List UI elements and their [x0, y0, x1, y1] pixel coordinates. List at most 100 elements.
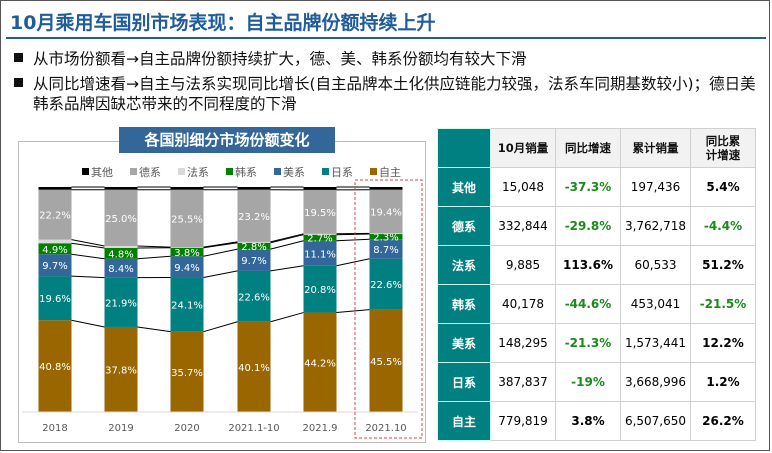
- table-row: 美系 148,295 -21.3% 1,573,441 12.2%: [437, 323, 756, 363]
- bullet-text: 从同比增速看→自主与法系实现同比增长(自主品牌本土化供应链能力较强，法系车同期基…: [33, 75, 756, 113]
- data-label: 11.1%: [304, 249, 336, 260]
- series-connector: [336, 233, 370, 236]
- cell-cum-yoy: -21.5%: [690, 284, 756, 324]
- data-label: 23.2%: [238, 212, 270, 223]
- cell-sales: 148,295: [490, 323, 556, 363]
- bar-segment: [237, 187, 271, 190]
- cell-cum-yoy: 5.4%: [690, 167, 756, 207]
- bar-segment: [369, 234, 403, 240]
- data-label: 2.7%: [307, 234, 332, 245]
- cell-sales: 332,844: [490, 206, 556, 246]
- cell-sales: 15,048: [490, 167, 556, 207]
- data-label: 9.7%: [42, 261, 67, 272]
- data-label: 20.8%: [304, 285, 336, 296]
- data-label: 19.5%: [304, 208, 336, 219]
- x-tick-label: 2021.1-10: [228, 423, 279, 434]
- bar-segment: [369, 258, 403, 310]
- bar-segment: [104, 258, 138, 278]
- series-connector: [203, 242, 238, 249]
- cell-yoy: 113.6%: [555, 245, 621, 285]
- data-label: 2.3%: [373, 233, 398, 244]
- bar-segment: [170, 247, 204, 257]
- bar-segment: [104, 277, 138, 327]
- bar-segment: [237, 241, 271, 243]
- bar-segment: [237, 189, 271, 242]
- cell-cum: 3,762,718: [620, 206, 691, 246]
- cell-cum: 6,507,650: [620, 401, 691, 441]
- data-label: 22.2%: [39, 211, 71, 222]
- data-label: 2.8%: [241, 242, 266, 253]
- x-tick-label: 2018: [42, 423, 67, 434]
- data-label: 4.9%: [42, 245, 67, 256]
- data-label: 19.4%: [370, 208, 402, 219]
- cell-name: 日系: [437, 362, 491, 402]
- bar-segment: [104, 245, 138, 248]
- data-label: 25.0%: [105, 214, 137, 225]
- cell-cum: 60,533: [620, 245, 691, 285]
- cell-name: 法系: [437, 245, 491, 285]
- cell-yoy: -19%: [555, 362, 621, 402]
- bar-segment: [303, 234, 337, 241]
- cell-sales: 779,819: [490, 401, 556, 441]
- bar-segment: [369, 239, 403, 259]
- x-tick-label: 2020: [174, 423, 199, 434]
- series-connector: [137, 255, 171, 260]
- bullet-2: 从同比增速看→自主与法系实现同比增长(自主品牌本土化供应链能力较强，法系车同期基…: [14, 74, 759, 114]
- table-row: 日系 387,837 -19% 3,668,996 1.2%: [437, 362, 756, 402]
- cell-cum-yoy: 51.2%: [690, 245, 756, 285]
- series-connector: [71, 253, 105, 260]
- highlight-box: [354, 179, 423, 439]
- cell-name: 德系: [437, 206, 491, 246]
- legend-label: 法系: [187, 165, 209, 179]
- data-label: 9.4%: [174, 263, 199, 274]
- data-label: 19.6%: [39, 294, 71, 305]
- stacked-bar-chart: 40.8% 37.8% 35.7% 40.1% 44.2% 45.5% 19.6% 21.9%…: [22, 165, 423, 439]
- legend-label: 韩系: [235, 165, 257, 179]
- series-connector: [203, 248, 238, 257]
- bar-segment: [170, 256, 204, 278]
- bar-segment: [170, 187, 204, 190]
- data-label: 40.1%: [238, 363, 270, 374]
- data-label: 44.2%: [304, 358, 336, 369]
- legend-swatch: [178, 168, 185, 175]
- data-label: 4.8%: [108, 249, 133, 260]
- data-label: 25.5%: [171, 214, 203, 225]
- data-label: 8.7%: [373, 245, 398, 256]
- bar-segment: [104, 187, 138, 190]
- bar-segment: [38, 189, 72, 240]
- title-underline: [6, 37, 766, 39]
- cell-cum-yoy: 1.2%: [690, 362, 756, 402]
- cell-cum: 1,573,441: [620, 323, 691, 363]
- bullet-1: 从市场份额看→自主品牌份额持续扩大，德、美、韩系份额均有较大下滑: [14, 49, 759, 69]
- chart-title: 各国别细分市场份额变化: [119, 127, 335, 153]
- legend-swatch: [322, 168, 329, 175]
- bar-segment: [38, 254, 72, 277]
- cell-yoy: -29.8%: [555, 206, 621, 246]
- series-connector: [270, 312, 304, 323]
- bar-segment: [369, 189, 403, 234]
- data-label: 35.7%: [171, 368, 203, 379]
- legend-label: 日系: [331, 166, 353, 179]
- series-connector: [137, 245, 171, 248]
- legend-label: 德系: [139, 165, 161, 179]
- bar-segment: [369, 233, 403, 235]
- slide-title: 10月乘用车国别市场表现：自主品牌份额持续上升: [10, 12, 436, 34]
- bar-segment: [38, 239, 72, 244]
- cell-yoy: 3.8%: [555, 401, 621, 441]
- bar-segment: [369, 309, 403, 412]
- bar-segment: [237, 321, 271, 412]
- series-connector: [270, 240, 304, 250]
- cell-name: 自主: [437, 401, 491, 441]
- data-label: 3.8%: [174, 248, 199, 259]
- data-label: 22.6%: [370, 280, 402, 291]
- series-connector: [270, 234, 304, 244]
- cell-cum: 3,668,996: [620, 362, 691, 402]
- series-connector: [336, 238, 370, 242]
- bar-segment: [237, 270, 271, 322]
- cell-name: 其他: [437, 167, 491, 207]
- cell-cum-yoy: -4.4%: [690, 206, 756, 246]
- series-connector: [203, 321, 238, 333]
- bar-segment: [303, 240, 337, 266]
- column-header: 同比累计增速: [690, 128, 756, 168]
